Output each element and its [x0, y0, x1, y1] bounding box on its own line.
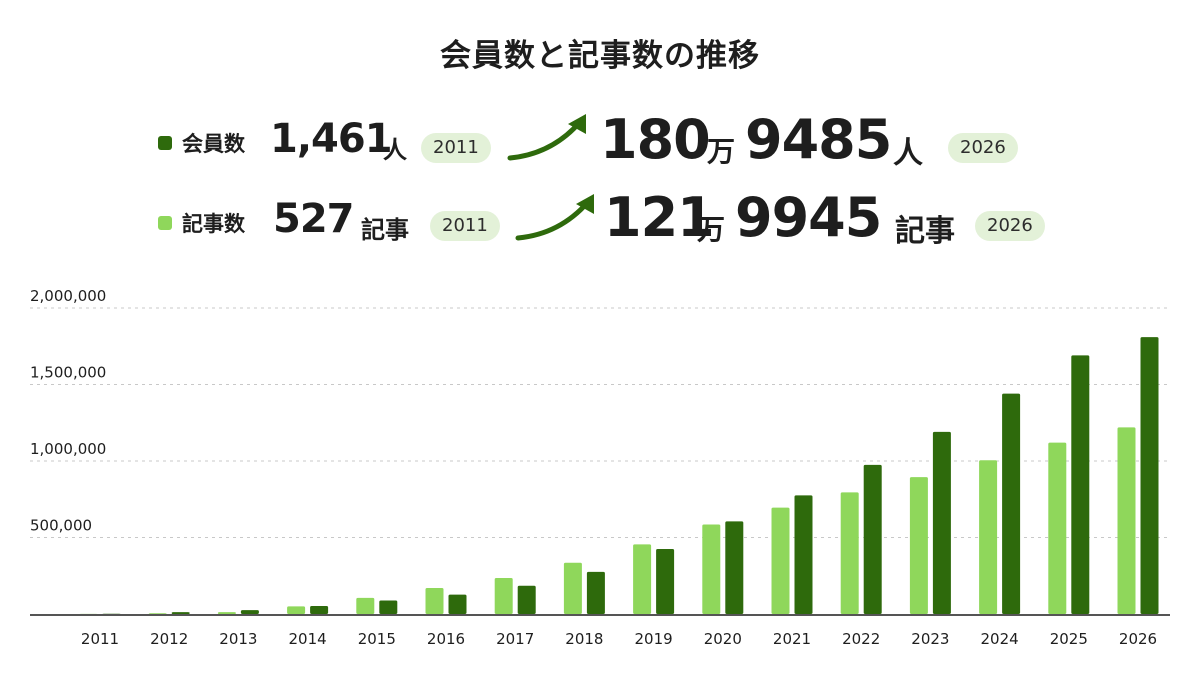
- x-tick-label: 2018: [565, 630, 603, 648]
- members-from-unit: 人: [383, 136, 407, 164]
- members-to-unit: 人: [893, 136, 923, 171]
- bar-members: [448, 594, 467, 614]
- articles-legend-label: 記事数: [182, 212, 245, 236]
- articles-from-value: 527: [273, 196, 354, 242]
- bar-articles: [1048, 442, 1067, 614]
- chart-title: 会員数と記事数の推移: [440, 38, 760, 74]
- members-growth-arrow-icon: [507, 114, 586, 161]
- bar-articles: [563, 562, 582, 614]
- x-tick-label: 2025: [1050, 630, 1088, 648]
- bar-articles: [287, 606, 306, 614]
- articles-to-year: 2026: [975, 211, 1045, 241]
- bar-members: [1002, 393, 1021, 614]
- members-legend-label: 会員数: [182, 132, 245, 156]
- bar-articles: [979, 460, 998, 614]
- articles-to-value-b: 9945: [735, 186, 882, 249]
- articles-stat-row: 記事数 527 記事 2011 121 万 9945 記事 2026: [0, 186, 1200, 250]
- members-to-value-a: 180: [600, 108, 711, 171]
- articles-from-year: 2011: [430, 211, 500, 241]
- bar-members: [379, 600, 398, 614]
- x-tick-label: 2020: [704, 630, 742, 648]
- x-tick-label: 2012: [150, 630, 188, 648]
- bar-articles: [494, 578, 513, 614]
- bar-members: [863, 464, 882, 614]
- y-tick-label: 1,000,000: [30, 440, 106, 458]
- articles-from-unit: 記事: [361, 216, 409, 244]
- y-tick-label: 1,500,000: [30, 364, 106, 382]
- bar-articles: [909, 477, 928, 614]
- x-tick-label: 2023: [911, 630, 949, 648]
- bar-chart: 500,000 1,000,000 1,500,000 2,000,000 2011 20…: [30, 287, 1170, 648]
- bar-articles: [633, 544, 652, 614]
- bar-articles: [702, 524, 721, 614]
- members-to-year: 2026: [948, 133, 1018, 163]
- bar-members: [794, 495, 813, 614]
- x-tick-label: 2024: [981, 630, 1019, 648]
- x-tick-label: 2011: [81, 630, 119, 648]
- members-legend-swatch: [158, 136, 172, 150]
- members-stat-row: 会員数 1,461 人 2011 180 万 9485 人 2026: [0, 108, 1200, 171]
- y-tick-label: 2,000,000: [30, 287, 106, 305]
- x-tick-label: 2014: [289, 630, 327, 648]
- bar-articles: [840, 492, 859, 614]
- x-tick-label: 2026: [1119, 630, 1157, 648]
- x-tick-label: 2013: [219, 630, 257, 648]
- x-tick-label: 2022: [842, 630, 880, 648]
- bar-members: [932, 431, 951, 614]
- bar-members: [1140, 337, 1159, 614]
- articles-to-value-a: 121: [604, 186, 715, 249]
- bar-members: [240, 610, 259, 614]
- x-tick-label: 2017: [496, 630, 534, 648]
- articles-growth-arrow-icon: [515, 194, 594, 241]
- bar-articles: [148, 613, 167, 614]
- bar-members: [656, 548, 675, 614]
- bar-articles: [425, 587, 444, 614]
- articles-legend-swatch: [158, 216, 172, 230]
- bar-members: [310, 606, 329, 614]
- bar-articles: [356, 597, 375, 614]
- articles-to-unit: 記事: [895, 214, 955, 249]
- articles-to-man: 万: [697, 213, 726, 246]
- bar-members: [171, 612, 190, 614]
- bar-articles: [217, 612, 236, 614]
- y-tick-label: 500,000: [30, 517, 92, 535]
- bar-members: [1071, 355, 1090, 614]
- bar-members: [586, 571, 605, 614]
- members-from-year: 2011: [421, 133, 491, 163]
- bar-articles: [1117, 427, 1136, 614]
- x-tick-label: 2016: [427, 630, 465, 648]
- x-tick-label: 2021: [773, 630, 811, 648]
- bar-members: [725, 521, 744, 614]
- bar-members: [517, 585, 536, 614]
- x-tick-label: 2019: [635, 630, 673, 648]
- bar-articles: [771, 507, 790, 614]
- members-from-value: 1,461: [270, 116, 393, 162]
- members-to-man: 万: [707, 135, 736, 168]
- members-to-value-b: 9485: [745, 108, 892, 171]
- x-tick-label: 2015: [358, 630, 396, 648]
